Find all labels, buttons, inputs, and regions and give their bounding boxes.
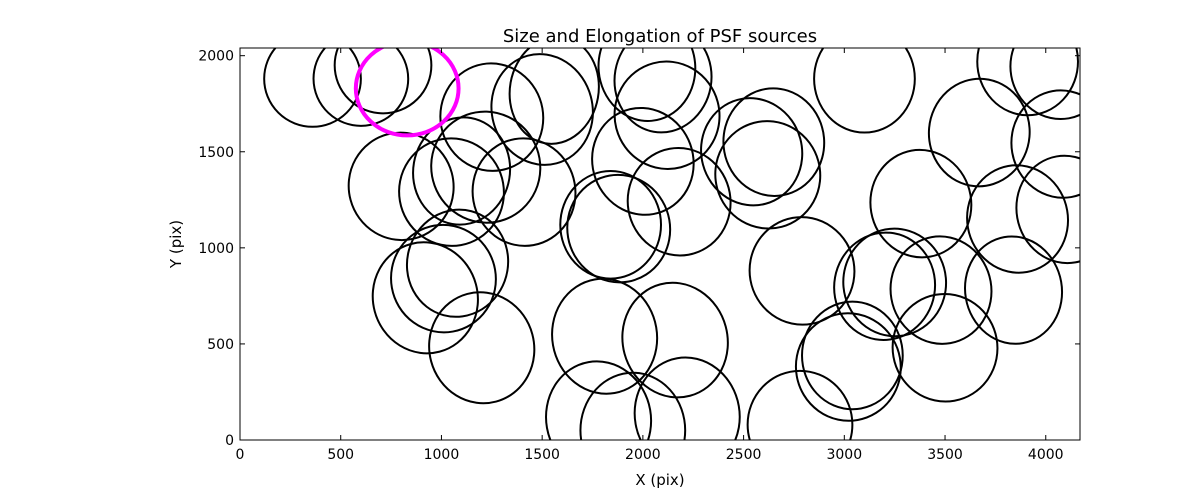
psf-ellipse-44 xyxy=(1009,48,1080,121)
psf-ellipse-33 xyxy=(801,300,904,411)
x-tick-label-500: 500 xyxy=(327,447,354,463)
psf-ellipse-46 xyxy=(1015,154,1080,265)
psf-ellipse-42 xyxy=(964,235,1064,345)
x-tick-label-3000: 3000 xyxy=(826,447,862,463)
psf-ellipse-25 xyxy=(621,281,729,399)
highlighted-psf-ellipse-0 xyxy=(353,48,461,138)
psf-ellipse-22 xyxy=(613,60,721,170)
x-tick-label-2500: 2500 xyxy=(726,447,762,463)
psf-ellipse-15 xyxy=(566,173,672,284)
y-axis-label: Y (pix) xyxy=(167,220,185,269)
psf-ellipse-1 xyxy=(312,48,410,127)
psf-ellipse-32 xyxy=(794,312,902,422)
y-tick-label-2000: 2000 xyxy=(198,49,234,65)
psf-ellipse-9 xyxy=(405,208,510,318)
y-tick-label-500: 500 xyxy=(207,337,234,353)
x-tick-label-2000: 2000 xyxy=(625,447,661,463)
psf-ellipse-0 xyxy=(263,48,362,128)
y-axis: 0 500 1000 1500 2000 xyxy=(198,49,1080,449)
psf-ellipse-10 xyxy=(390,223,497,334)
psf-ellipse-34 xyxy=(813,48,916,134)
psf-ellipse-31 xyxy=(746,369,854,440)
x-tick-label-3500: 3500 xyxy=(927,447,963,463)
psf-ellipse-12 xyxy=(428,291,536,405)
x-axis: 0 500 1000 1500 2000 2500 3000 3500 4000 xyxy=(236,48,1064,463)
psf-ellipse-39 xyxy=(891,293,999,403)
psf-ellipse-2 xyxy=(333,48,433,115)
psf-ellipse-29 xyxy=(714,120,822,230)
psf-ellipse-16 xyxy=(559,169,663,280)
psf-ellipse-20 xyxy=(597,48,697,122)
psf-ellipse-37 xyxy=(869,148,973,259)
psf-ellipse-8 xyxy=(471,137,577,247)
x-tick-label-4000: 4000 xyxy=(1028,447,1064,463)
x-tick-label-0: 0 xyxy=(236,447,245,463)
psf-ellipse-17 xyxy=(551,277,659,395)
psf-ellipse-18 xyxy=(545,360,653,440)
psf-ellipse-40 xyxy=(927,77,1031,188)
psf-ellipse-27 xyxy=(700,97,804,207)
y-tick-label-1500: 1500 xyxy=(198,145,234,161)
psf-ellipse-23 xyxy=(591,106,695,216)
psf-ellipse-5 xyxy=(412,116,512,226)
psf-ellipse-43 xyxy=(976,48,1079,117)
psf-ellipse-4 xyxy=(398,137,505,247)
y-tick-label-0: 0 xyxy=(225,433,234,449)
psf-ellipse-45 xyxy=(1010,89,1080,199)
psf-ellipse-7 xyxy=(430,110,542,224)
psf-ellipse-3 xyxy=(347,131,455,242)
y-tick-label-1000: 1000 xyxy=(198,241,234,257)
psf-ellipse-13 xyxy=(508,48,600,145)
psf-ellipse-24 xyxy=(626,146,732,257)
psf-ellipse-14 xyxy=(490,53,594,166)
ellipse-layer xyxy=(263,48,1080,440)
psf-ellipse-38 xyxy=(889,235,993,345)
psf-ellipse-28 xyxy=(722,87,826,197)
psf-ellipse-35 xyxy=(842,227,948,338)
x-tick-label-1500: 1500 xyxy=(524,447,560,463)
psf-ellipse-26 xyxy=(633,356,741,440)
x-axis-label: X (pix) xyxy=(635,471,684,489)
psf-ellipse-11 xyxy=(371,241,479,355)
plot-frame xyxy=(239,47,1081,441)
psf-ellipse-41 xyxy=(966,164,1070,274)
chart-title: Size and Elongation of PSF sources xyxy=(503,26,817,47)
x-tick-label-1000: 1000 xyxy=(424,447,460,463)
